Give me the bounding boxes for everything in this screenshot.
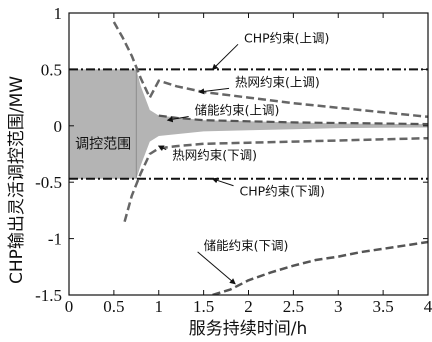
- x-tick-label-0: 0: [65, 297, 74, 316]
- series-line-3: [112, 21, 428, 119]
- plot-area: [69, 21, 428, 295]
- annotation-arrow-5: [211, 177, 234, 187]
- y-tick-label-1: -1: [48, 230, 62, 249]
- annotation-label-2: 热网约束(上调): [235, 74, 320, 89]
- annotation-arrow-3: [166, 116, 189, 123]
- series-line-6: [212, 240, 428, 295]
- x-tick-label-8: 4: [424, 297, 432, 316]
- y-tick-label-2: -0.5: [35, 173, 62, 192]
- plot-layer: 调控范围: [69, 21, 428, 295]
- y-axis-title: CHP输出灵活调控范围/MW: [7, 76, 27, 284]
- annotation-layer: CHP约束(上调) 热网约束(上调) 储能约束(上调) 热网约束(下调) CHP约束(下…: [157, 30, 329, 285]
- feasible-region: [69, 69, 428, 179]
- y-tick-label-0: -1.5: [35, 286, 62, 305]
- y-tick-label-3: 0: [54, 117, 63, 136]
- y-tick-label-5: 1: [54, 4, 63, 23]
- annotation-label-1: CHP约束(上调): [244, 30, 329, 45]
- x-tick-label-7: 3.5: [373, 297, 394, 316]
- axes-layer: 0 0.5 1 1.5 2 2.5 3 3.5 4 -1.5 -1 -0.5 0 0.5 1: [35, 4, 432, 316]
- annotation-arrow-1: [211, 43, 239, 71]
- x-tick-label-6: 3: [334, 297, 343, 316]
- region-label: 调控范围: [75, 135, 131, 152]
- annotation-arrow-2: [198, 87, 230, 95]
- x-tick-label-4: 2: [244, 297, 253, 316]
- y-tick-label-4: 0.5: [41, 60, 62, 79]
- annotation-label-4: 热网约束(下调): [172, 148, 257, 163]
- x-axis-title: 服务持续时间/h: [189, 319, 308, 339]
- x-tick-label-2: 1: [155, 297, 164, 316]
- annotation-arrow-4: [157, 145, 167, 151]
- series-line-5: [158, 114, 428, 126]
- x-tick-label-1: 0.5: [103, 297, 124, 316]
- annotation-label-3: 储能约束(上调): [195, 103, 280, 118]
- annotation-arrow-6: [197, 251, 236, 285]
- annotation-label-5: CHP约束(下调): [240, 184, 325, 199]
- x-tick-label-5: 2.5: [283, 297, 304, 316]
- annotation-label-6: 储能约束(下调): [204, 238, 289, 253]
- x-tick-label-3: 1.5: [193, 297, 214, 316]
- series-line-4: [123, 136, 428, 223]
